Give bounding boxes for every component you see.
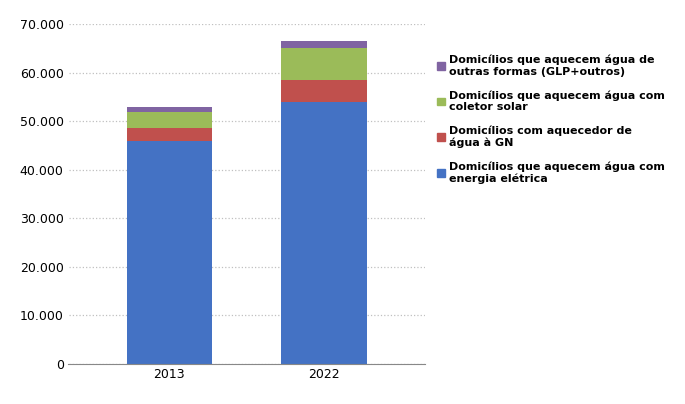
Bar: [282, 41, 366, 48]
Bar: [127, 128, 212, 141]
Bar: [127, 141, 212, 364]
Legend: Domicílios que aquecem água de
outras formas (GLP+outros), Domicílios que aquece: Domicílios que aquecem água de outras fo…: [437, 55, 665, 185]
Bar: [127, 107, 212, 112]
Bar: [282, 80, 366, 102]
Bar: [282, 102, 366, 364]
Bar: [282, 48, 366, 80]
Bar: [127, 112, 212, 128]
